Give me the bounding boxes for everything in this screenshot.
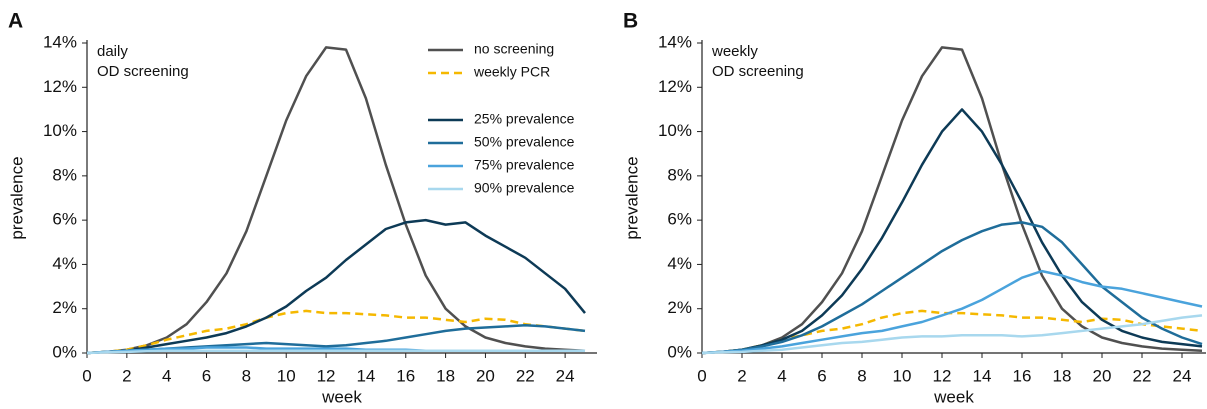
x-tick-label: 12 xyxy=(933,366,952,385)
x-tick-label: 24 xyxy=(556,366,575,385)
y-tick-label: 14% xyxy=(658,32,692,51)
x-tick-label: 4 xyxy=(162,366,171,385)
x-tick-label: 18 xyxy=(436,366,455,385)
legend-label: 75% prevalence xyxy=(474,157,575,173)
y-tick-label: 2% xyxy=(52,298,77,317)
legend-label: weekly PCR xyxy=(473,64,550,80)
y-tick-label: 6% xyxy=(667,210,692,229)
x-tick-label: 2 xyxy=(122,366,131,385)
x-tick-label: 16 xyxy=(1013,366,1032,385)
panel-label: A xyxy=(8,10,23,33)
y-tick-label: 4% xyxy=(52,254,77,273)
y-tick-label: 0% xyxy=(52,342,77,361)
y-tick-label: 10% xyxy=(658,121,692,140)
x-tick-label: 14 xyxy=(356,366,375,385)
x-tick-label: 14 xyxy=(973,366,992,385)
y-tick-label: 12% xyxy=(658,77,692,96)
x-tick-label: 0 xyxy=(697,366,706,385)
line-series xyxy=(701,314,1203,355)
y-axis-label: prevalence xyxy=(7,156,26,239)
line-series xyxy=(701,269,1203,355)
annotation: weekly xyxy=(711,43,758,60)
y-tick-label: 10% xyxy=(43,121,77,140)
x-tick-label: 8 xyxy=(857,366,866,385)
x-tick-label: 22 xyxy=(1133,366,1152,385)
legend-label: 90% prevalence xyxy=(474,180,575,196)
line-series xyxy=(86,309,586,355)
x-tick-label: 8 xyxy=(242,366,251,385)
annotation: OD screening xyxy=(712,63,804,80)
x-tick-label: 12 xyxy=(317,366,336,385)
line-series xyxy=(86,218,586,355)
x-axis-label: week xyxy=(321,387,362,406)
y-tick-label: 0% xyxy=(667,342,692,361)
line-series xyxy=(701,46,1203,355)
annotation: daily xyxy=(97,43,128,60)
x-tick-label: 24 xyxy=(1173,366,1192,385)
x-axis-label: week xyxy=(933,387,974,406)
x-tick-label: 10 xyxy=(277,366,296,385)
x-tick-label: 10 xyxy=(893,366,912,385)
x-tick-label: 20 xyxy=(476,366,495,385)
x-tick-label: 0 xyxy=(82,366,91,385)
line-series xyxy=(701,221,1203,355)
y-tick-label: 6% xyxy=(52,210,77,229)
x-tick-label: 4 xyxy=(777,366,786,385)
legend-label: no screening xyxy=(474,41,554,57)
y-tick-label: 8% xyxy=(667,165,692,184)
x-tick-label: 20 xyxy=(1093,366,1112,385)
line-series xyxy=(701,108,1203,355)
legend-label: 50% prevalence xyxy=(474,134,575,150)
legend-label: 25% prevalence xyxy=(474,111,575,127)
x-tick-label: 6 xyxy=(202,366,211,385)
line-series xyxy=(86,349,585,355)
x-tick-label: 16 xyxy=(396,366,415,385)
y-tick-label: 8% xyxy=(52,165,77,184)
line-series xyxy=(86,46,586,355)
x-tick-label: 18 xyxy=(1053,366,1072,385)
x-tick-label: 22 xyxy=(516,366,535,385)
x-tick-label: 2 xyxy=(737,366,746,385)
x-tick-label: 6 xyxy=(817,366,826,385)
y-tick-label: 12% xyxy=(43,77,77,96)
annotation: OD screening xyxy=(97,63,189,80)
y-tick-label: 2% xyxy=(667,298,692,317)
y-tick-label: 4% xyxy=(667,254,692,273)
panel-label: B xyxy=(623,10,638,33)
y-axis-label: prevalence xyxy=(622,156,641,239)
y-tick-label: 14% xyxy=(43,32,77,51)
